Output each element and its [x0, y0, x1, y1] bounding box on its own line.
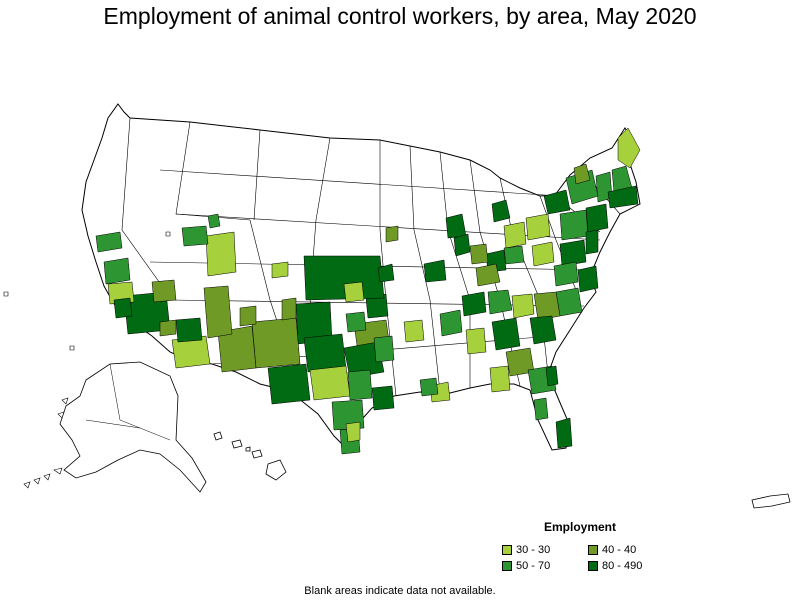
area-idaho [181, 225, 209, 247]
area-texas-central [309, 365, 351, 401]
area-kansas [303, 255, 385, 301]
area-florida-south [555, 417, 573, 449]
area-st-louis [423, 259, 447, 283]
area-florida-central [533, 397, 549, 421]
area-nebraska [377, 263, 395, 283]
hawaii-kauai [213, 431, 223, 441]
area-michigan [491, 199, 511, 223]
area-alabama-south [489, 365, 511, 393]
area-new-mexico-west [217, 325, 257, 373]
legend-swatch-30-30 [502, 545, 512, 555]
area-oklahoma [343, 341, 385, 379]
area-kentucky [475, 263, 501, 287]
legend-swatch-50-70 [502, 561, 512, 571]
area-virginia-east [577, 265, 599, 293]
area-pennsylvania-east [559, 209, 589, 241]
map-title: Employment of animal control workers, by… [103, 3, 697, 29]
area-tennessee-west [439, 309, 463, 337]
area-houston [371, 385, 395, 411]
area-maryland-dc [559, 239, 587, 267]
area-colorado [271, 261, 289, 279]
legend-label-80-490: 80 - 490 [602, 560, 643, 572]
area-arizona-west [151, 279, 177, 303]
legend-swatch-40-40 [588, 545, 598, 555]
area-arizona-yuma [159, 319, 177, 337]
area-ohio-central [503, 245, 525, 265]
area-new-mexico-east [251, 317, 301, 369]
shaded-areas [95, 127, 641, 455]
area-nyc [585, 203, 609, 233]
legend-title: Employment [543, 520, 616, 534]
offshore-marks [3, 231, 171, 351]
area-new-mexico-sw [239, 305, 257, 327]
area-chicago [453, 233, 471, 257]
area-west-virginia [531, 241, 555, 267]
area-florida-northeast [545, 365, 559, 387]
area-south-carolina [529, 315, 557, 345]
legend: Employment 30 - 30 40 - 40 50 - 70 80 - … [500, 518, 670, 576]
area-ohio-north [503, 221, 527, 249]
area-north-carolina-central [533, 291, 561, 321]
alaska-boundaries [85, 363, 171, 441]
area-tennessee-central [461, 291, 487, 317]
area-utah [205, 231, 237, 277]
area-kansas-city [345, 311, 367, 333]
area-tennessee-east [487, 289, 513, 315]
alaska-islands [23, 397, 69, 489]
footnote: Blank areas indicate data not available. [304, 585, 496, 597]
area-maine-north [617, 127, 641, 169]
area-arizona-north [203, 285, 233, 339]
area-california-bay [95, 231, 123, 253]
area-wyoming [207, 213, 221, 229]
legend-swatch-80-490 [588, 561, 598, 571]
area-north-carolina-east [555, 287, 583, 317]
area-alabama [465, 327, 487, 355]
area-north-carolina-west [511, 293, 535, 319]
area-louisiana [419, 377, 439, 397]
area-western-ny [543, 189, 571, 215]
area-new-jersey [585, 229, 599, 255]
hawaii-islands [213, 431, 287, 481]
legend-label-50-70: 50 - 70 [516, 560, 551, 572]
area-texas-lower [345, 421, 361, 443]
area-texas-north [303, 333, 347, 373]
area-mississippi [403, 319, 425, 343]
area-massachusetts [607, 185, 639, 209]
area-ny-north [573, 163, 591, 185]
area-georgia-north [491, 317, 521, 351]
legend-label-30-30: 30 - 30 [516, 544, 551, 556]
area-texas-east [347, 369, 373, 401]
area-indiana [469, 243, 489, 265]
area-california-la [113, 297, 133, 319]
area-iowa [385, 225, 399, 243]
area-wichita [343, 281, 365, 303]
legend-label-40-40: 40 - 40 [602, 544, 637, 556]
area-texas-west [267, 363, 311, 405]
area-virginia-north [553, 261, 579, 287]
area-arizona-tucson [175, 317, 203, 343]
hawaii-maui [251, 449, 263, 459]
puerto-rico-outline [751, 493, 791, 509]
area-pennsylvania-west [525, 213, 551, 241]
area-oklahoma-east [373, 335, 395, 363]
hawaii-oahu [231, 439, 243, 449]
hawaii-big-island [265, 459, 287, 481]
area-new-mexico-north [281, 297, 297, 321]
area-california-central [103, 257, 131, 285]
